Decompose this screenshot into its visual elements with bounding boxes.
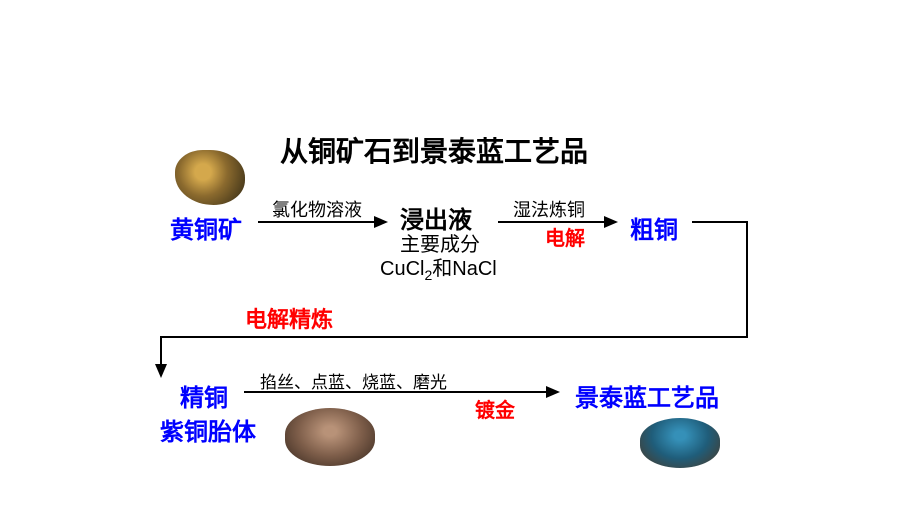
elbow-h2 (160, 336, 748, 338)
arrow-4-head (546, 386, 560, 398)
node-cutong: 粗铜 (630, 210, 678, 245)
node-jinchuye-sub2: CuCl2和NaCl (380, 252, 497, 283)
arrow-2-head (604, 216, 618, 228)
formula-nacl: 和NaCl (432, 258, 496, 280)
cloisonne-image (640, 418, 720, 468)
node-zitong: 紫铜胎体 (160, 412, 256, 447)
label-dianjiejinglian: 电解精炼 (245, 302, 333, 334)
label-dujin: 镀金 (475, 394, 515, 423)
elbow-v2 (160, 336, 162, 366)
diagram-title: 从铜矿石到景泰蓝工艺品 (280, 130, 588, 170)
label-lvhuawu: 氯化物溶液 (272, 196, 362, 222)
node-huangtongkuang: 黄铜矿 (170, 210, 242, 245)
ore-image (175, 150, 245, 205)
node-jingtong: 精铜 (180, 378, 228, 413)
purplecopper-image (285, 408, 375, 466)
label-shifa: 湿法炼铜 (513, 196, 585, 222)
node-jingtailan: 景泰蓝工艺品 (575, 378, 719, 413)
arrow-1-head (374, 216, 388, 228)
label-qiasideng: 掐丝、点蓝、烧蓝、磨光 (260, 368, 447, 393)
label-dianjie: 电解 (545, 222, 585, 251)
elbow-h1 (692, 221, 748, 223)
elbow-v1 (746, 221, 748, 338)
elbow-head (155, 364, 167, 378)
formula-cucl: CuCl (380, 258, 424, 280)
